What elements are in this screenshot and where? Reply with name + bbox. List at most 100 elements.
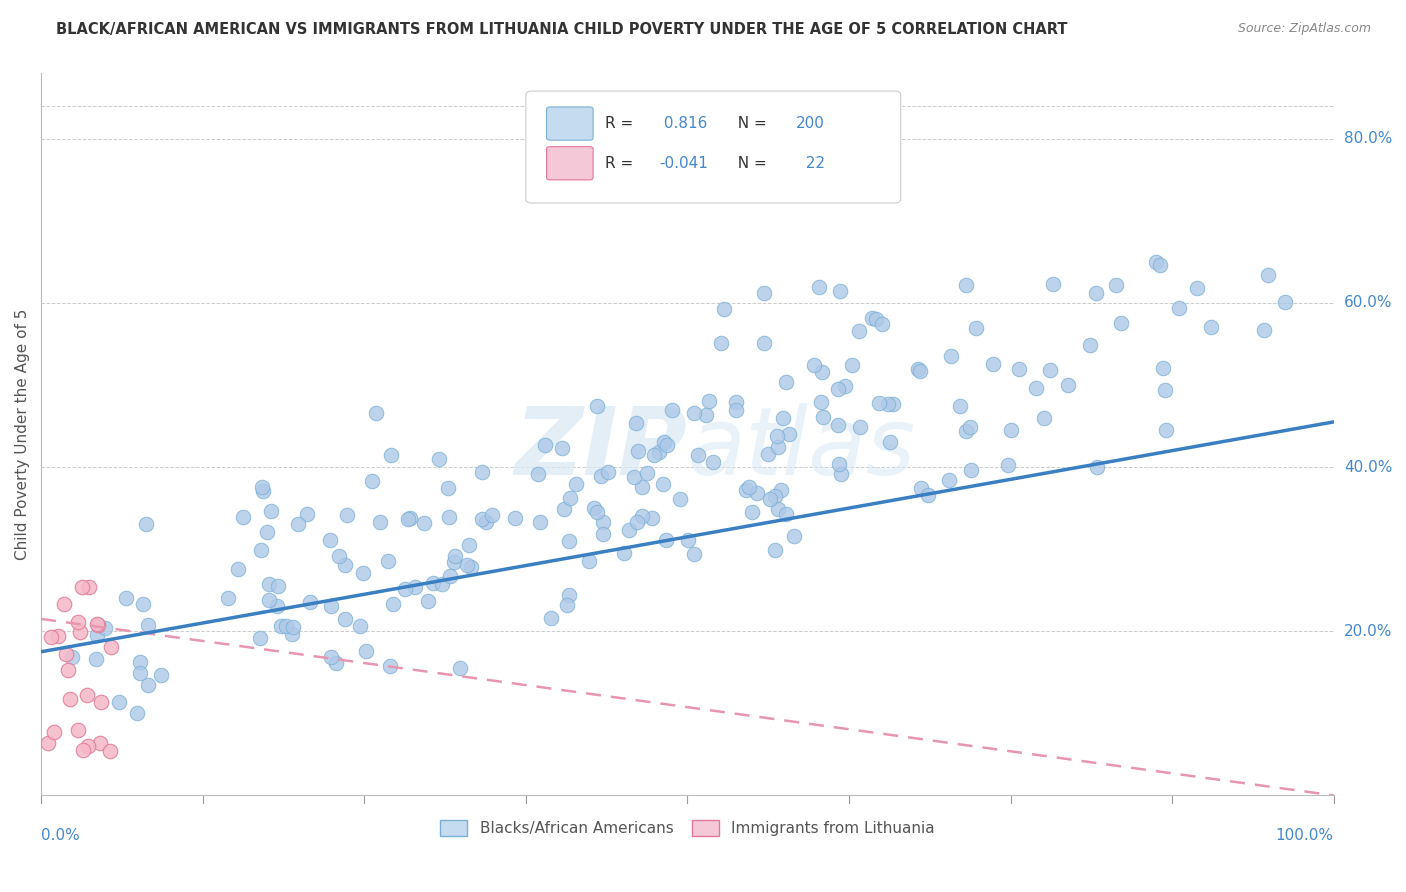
Point bbox=[939, 350, 962, 364]
Point bbox=[1057, 378, 1080, 392]
Point bbox=[630, 509, 652, 524]
Point bbox=[589, 469, 612, 483]
Point bbox=[481, 508, 503, 522]
Point bbox=[1154, 423, 1177, 437]
Point bbox=[336, 508, 359, 522]
Point bbox=[643, 448, 665, 462]
Point bbox=[257, 593, 280, 607]
Point bbox=[66, 723, 89, 737]
Point bbox=[437, 481, 460, 495]
Point bbox=[503, 511, 526, 525]
Text: 20.0%: 20.0% bbox=[1344, 624, 1392, 639]
Point bbox=[959, 420, 981, 434]
Y-axis label: Child Poverty Under the Age of 5: Child Poverty Under the Age of 5 bbox=[15, 309, 30, 560]
Point bbox=[759, 492, 782, 507]
Point bbox=[710, 336, 733, 351]
Point bbox=[617, 523, 640, 537]
Text: 100.0%: 100.0% bbox=[1275, 828, 1334, 843]
Point bbox=[266, 579, 288, 593]
Point bbox=[702, 455, 724, 469]
Point bbox=[763, 489, 786, 503]
Point bbox=[281, 627, 304, 641]
Point bbox=[325, 656, 347, 670]
Point bbox=[811, 409, 834, 424]
Point bbox=[217, 591, 239, 606]
Text: BLACK/AFRICAN AMERICAN VS IMMIGRANTS FROM LITHUANIA CHILD POVERTY UNDER THE AGE : BLACK/AFRICAN AMERICAN VS IMMIGRANTS FRO… bbox=[56, 22, 1067, 37]
Point bbox=[432, 577, 454, 591]
Point bbox=[86, 628, 108, 642]
Text: N =: N = bbox=[727, 156, 770, 170]
Point bbox=[827, 418, 849, 433]
Point bbox=[1144, 254, 1167, 268]
Point bbox=[46, 629, 69, 643]
Point bbox=[828, 457, 851, 471]
Point bbox=[756, 447, 779, 461]
Point bbox=[848, 324, 870, 338]
Point bbox=[592, 527, 614, 541]
Point bbox=[398, 511, 420, 525]
Point bbox=[281, 620, 304, 634]
Point bbox=[1008, 362, 1031, 376]
Point bbox=[879, 435, 901, 450]
Text: 22: 22 bbox=[796, 156, 825, 170]
Point bbox=[907, 362, 929, 376]
Legend: Blacks/African Americans, Immigrants from Lithuania: Blacks/African Americans, Immigrants fro… bbox=[434, 814, 941, 842]
Point bbox=[1042, 277, 1064, 292]
Point bbox=[1199, 319, 1222, 334]
Point bbox=[458, 538, 481, 552]
Point bbox=[752, 335, 775, 350]
Point bbox=[396, 512, 419, 526]
Point bbox=[655, 438, 678, 452]
Point bbox=[783, 529, 806, 543]
Point bbox=[76, 688, 98, 702]
Text: 40.0%: 40.0% bbox=[1344, 459, 1392, 475]
Point bbox=[1149, 258, 1171, 272]
Point bbox=[613, 546, 636, 560]
Text: R =: R = bbox=[605, 156, 638, 170]
Point bbox=[380, 448, 402, 462]
Point bbox=[550, 441, 572, 455]
Point bbox=[938, 473, 960, 487]
Point bbox=[553, 502, 575, 516]
Point bbox=[437, 509, 460, 524]
Point bbox=[449, 661, 471, 675]
Point bbox=[249, 542, 271, 557]
Point bbox=[1152, 360, 1174, 375]
Point bbox=[765, 429, 787, 443]
Point bbox=[865, 311, 887, 326]
Point bbox=[422, 576, 444, 591]
Point bbox=[652, 434, 675, 449]
Point bbox=[471, 512, 494, 526]
Point bbox=[860, 310, 883, 325]
Point bbox=[100, 640, 122, 655]
Point bbox=[1253, 323, 1275, 337]
Point bbox=[232, 510, 254, 524]
Point bbox=[368, 516, 391, 530]
Point bbox=[352, 566, 374, 581]
Point bbox=[226, 562, 249, 576]
Point bbox=[361, 474, 384, 488]
Point bbox=[830, 467, 852, 481]
Point bbox=[834, 379, 856, 393]
Point bbox=[623, 470, 645, 484]
Point bbox=[763, 543, 786, 558]
Point bbox=[37, 736, 59, 750]
Point bbox=[1039, 363, 1062, 377]
Text: N =: N = bbox=[727, 116, 770, 131]
Point bbox=[319, 533, 342, 547]
Point bbox=[682, 406, 704, 420]
Point bbox=[136, 678, 159, 692]
Point bbox=[626, 515, 648, 529]
Point bbox=[354, 644, 377, 658]
Point bbox=[910, 364, 932, 378]
Point bbox=[676, 533, 699, 548]
Point bbox=[648, 444, 671, 458]
Point bbox=[734, 483, 756, 497]
Point bbox=[69, 625, 91, 640]
Point bbox=[683, 547, 706, 561]
Point bbox=[578, 554, 600, 568]
Text: 80.0%: 80.0% bbox=[1344, 131, 1392, 146]
Text: Source: ZipAtlas.com: Source: ZipAtlas.com bbox=[1237, 22, 1371, 36]
Text: 60.0%: 60.0% bbox=[1344, 295, 1392, 310]
Point bbox=[529, 516, 551, 530]
